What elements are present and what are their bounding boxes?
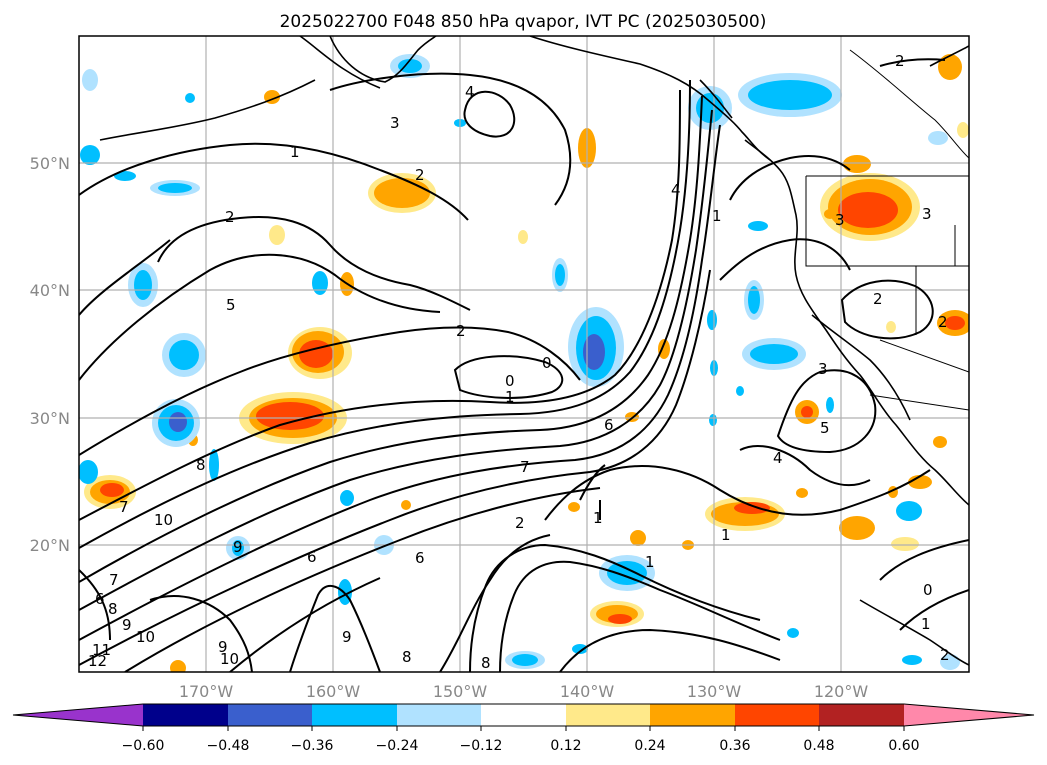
contour-label: 0: [505, 372, 515, 390]
colorbar-extend-max: [904, 704, 1034, 726]
contour-label: 9: [342, 628, 352, 646]
contour-label: 2: [940, 646, 950, 664]
contour-label: 9: [233, 538, 243, 556]
map-title: 2025022700 F048 850 hPa qvapor, IVT PC (…: [280, 12, 767, 32]
contour-labels: 4 3 1 2 2 5 2 0 0 1 6 8 7 10 9 6 6 7 6 8…: [88, 52, 950, 672]
colorbar: −0.60 −0.48 −0.36 −0.24 −0.12 0.12 0.24 …: [12, 703, 1035, 754]
colorbar-segment: [481, 704, 566, 726]
contour-label: 5: [226, 296, 236, 314]
contour-label: 6: [415, 549, 425, 567]
contour-label: 2: [225, 208, 235, 226]
contour-label: 2: [415, 166, 425, 184]
contour-label: 1: [721, 526, 731, 544]
contour-label: 8: [108, 600, 118, 618]
contour-label: 10: [136, 628, 155, 646]
map-panel: 4 3 1 2 2 5 2 0 0 1 6 8 7 10 9 6 6 7 6 8…: [79, 36, 969, 672]
colorbar-tick-label: −0.48: [207, 738, 250, 754]
contour-label: 7: [109, 571, 119, 589]
contour-label: 3: [390, 114, 400, 132]
negative-anomaly-north-coast: [688, 73, 842, 130]
contour-label: 3: [835, 211, 845, 229]
negative-anomaly-west-36n: [162, 333, 206, 377]
contour-label: 1: [505, 388, 515, 406]
positive-anomaly-coast-ne: [820, 173, 920, 241]
contour-label: 2: [895, 52, 905, 70]
colorbar-extend-min: [13, 704, 143, 726]
colorbar-tick-label: 0.60: [888, 738, 919, 754]
colorbar-segment: [735, 704, 819, 726]
map-background: [79, 36, 969, 672]
positive-anomaly-east-25n: [705, 497, 785, 531]
colorbar-segment: [397, 704, 481, 726]
contour-label: 6: [307, 548, 317, 566]
contour-label: 10: [220, 650, 239, 668]
contour-label: 0: [923, 581, 933, 599]
latitude-labels: 50°N 40°N 30°N 20°N: [30, 154, 70, 555]
colorbar-segment: [650, 704, 735, 726]
colorbar-tick-label: −0.24: [376, 738, 419, 754]
contour-label: 8: [481, 654, 491, 672]
contour-label: 1: [645, 553, 655, 571]
lat-label: 30°N: [30, 409, 70, 428]
colorbar-tick-label: −0.12: [460, 738, 503, 754]
contour-label: 8: [196, 456, 206, 474]
ivt-contours: [79, 58, 969, 672]
contour-label: 4: [773, 449, 783, 467]
lon-label: 170°W: [179, 682, 234, 701]
negative-anomaly-36n: [568, 307, 624, 387]
colorbar-segment: [819, 704, 904, 726]
colorbar-tick-label: 0.36: [719, 738, 750, 754]
colorbar-tick-label: −0.36: [291, 738, 334, 754]
lat-label: 20°N: [30, 536, 70, 555]
lon-label: 160°W: [306, 682, 361, 701]
political-borders: [805, 49, 969, 411]
contour-label: 0: [542, 354, 552, 372]
negative-anomaly-west-30n: [152, 399, 200, 447]
lon-label: 150°W: [433, 682, 488, 701]
contour-label: 2: [938, 313, 948, 331]
longitude-labels: 170°W 160°W 150°W 140°W 130°W 120°W: [179, 682, 869, 701]
colorbar-segment: [566, 704, 650, 726]
contour-label: 9: [122, 616, 132, 634]
contour-label: 1: [921, 615, 931, 633]
contour-label: 3: [922, 205, 932, 223]
lon-label: 140°W: [560, 682, 615, 701]
contour-label: 4: [465, 83, 475, 101]
positive-anomaly-35n: [288, 327, 352, 379]
contour-label: 7: [119, 498, 129, 516]
contour-label: 1: [290, 143, 300, 161]
contour-label: 5: [820, 419, 830, 437]
colorbar-tick-label: 0.24: [634, 738, 665, 754]
colorbar-tick-label: 0.12: [550, 738, 581, 754]
colorbar-segment: [228, 704, 312, 726]
contour-label: 1: [712, 207, 722, 225]
lon-label: 130°W: [687, 682, 742, 701]
contour-label: 2: [456, 322, 466, 340]
negative-anomaly-small: [79, 54, 960, 670]
lat-label: 50°N: [30, 154, 70, 173]
colorbar-segment: [312, 704, 397, 726]
contour-label: 12: [88, 652, 107, 670]
colorbar-segment: [143, 704, 228, 726]
contour-label: 11: [92, 641, 111, 659]
contour-label: 3: [818, 360, 828, 378]
contour-label: 6: [95, 590, 105, 608]
contour-label: 6: [604, 416, 614, 434]
contour-label: 4: [671, 181, 681, 199]
positive-anomaly-south: [590, 601, 644, 627]
colorbar-tick-label: −0.60: [122, 738, 165, 754]
contour-label: 9: [218, 638, 228, 656]
map-frame: [78, 35, 970, 673]
contour-label: 2: [515, 514, 525, 532]
contour-label: 7: [520, 458, 530, 476]
lat-label: 40°N: [30, 281, 70, 300]
contour-label: 2: [873, 290, 883, 308]
colorbar-tick-label: 0.48: [803, 738, 834, 754]
lon-label: 120°W: [814, 682, 869, 701]
coastlines: [99, 36, 969, 666]
contour-label: 8: [402, 648, 412, 666]
contour-label: 10: [154, 511, 173, 529]
contour-label: 1: [593, 509, 603, 527]
